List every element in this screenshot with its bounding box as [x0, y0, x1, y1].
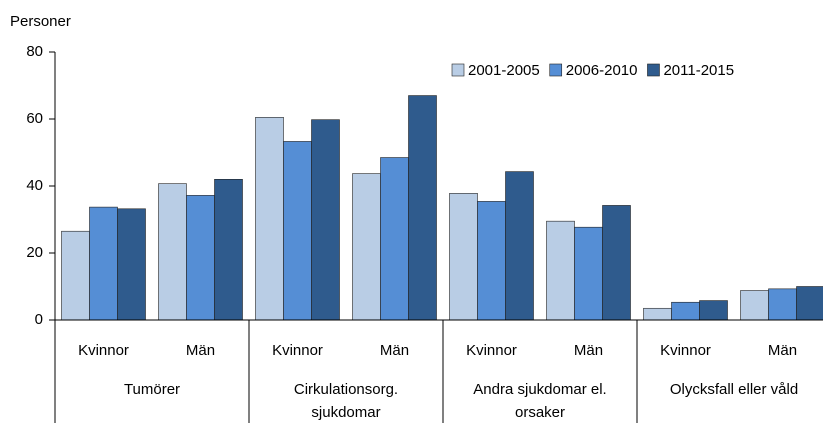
x-tick-label: Kvinnor	[78, 342, 129, 359]
x-tick-label: Kvinnor	[660, 342, 711, 359]
y-tick-label: 20	[26, 244, 43, 261]
y-tick-label: 80	[26, 43, 43, 60]
bar	[505, 171, 534, 321]
x-tick-label: Män	[574, 342, 603, 359]
y-tick-label: 60	[26, 110, 43, 127]
bar	[699, 300, 728, 321]
bar	[768, 288, 797, 321]
bar	[158, 183, 187, 321]
legend-label: 2011-2015	[663, 62, 734, 79]
legend-swatch	[451, 63, 465, 77]
bar	[671, 301, 700, 321]
x-tick-label: Män	[380, 342, 409, 359]
legend-label: 2006-2010	[566, 62, 638, 79]
bar	[186, 195, 215, 321]
bar	[214, 179, 243, 321]
x-tick-label: Kvinnor	[272, 342, 323, 359]
bar	[380, 157, 409, 321]
bar	[796, 286, 823, 321]
bar	[311, 119, 340, 321]
bar	[643, 307, 672, 321]
y-axis-label: Personer	[10, 13, 71, 30]
group-label: Olycksfall eller våld	[669, 381, 799, 398]
group-label: Tumörer	[123, 381, 181, 398]
legend-label: 2001-2005	[468, 62, 540, 79]
bar	[740, 290, 769, 321]
y-tick-label: 40	[26, 177, 43, 194]
bar	[352, 173, 381, 321]
legend-swatch	[549, 63, 563, 77]
x-tick-label: Män	[186, 342, 215, 359]
y-tick-label: 0	[35, 311, 43, 328]
bar	[546, 220, 575, 321]
bar	[574, 226, 603, 321]
bar	[117, 208, 146, 321]
bar	[477, 201, 506, 321]
legend-swatch	[647, 63, 660, 77]
bar	[255, 117, 284, 321]
bar	[283, 141, 312, 321]
bar	[61, 230, 90, 321]
group-label: Andra sjukdomar el. orsaker	[473, 381, 607, 421]
bar	[449, 193, 478, 321]
bar	[602, 205, 631, 321]
bar	[89, 206, 118, 321]
x-tick-label: Kvinnor	[466, 342, 517, 359]
bar	[408, 95, 437, 321]
x-tick-label: Män	[768, 342, 797, 359]
group-label: Cirkulationsorg. sjukdomar	[293, 381, 399, 421]
